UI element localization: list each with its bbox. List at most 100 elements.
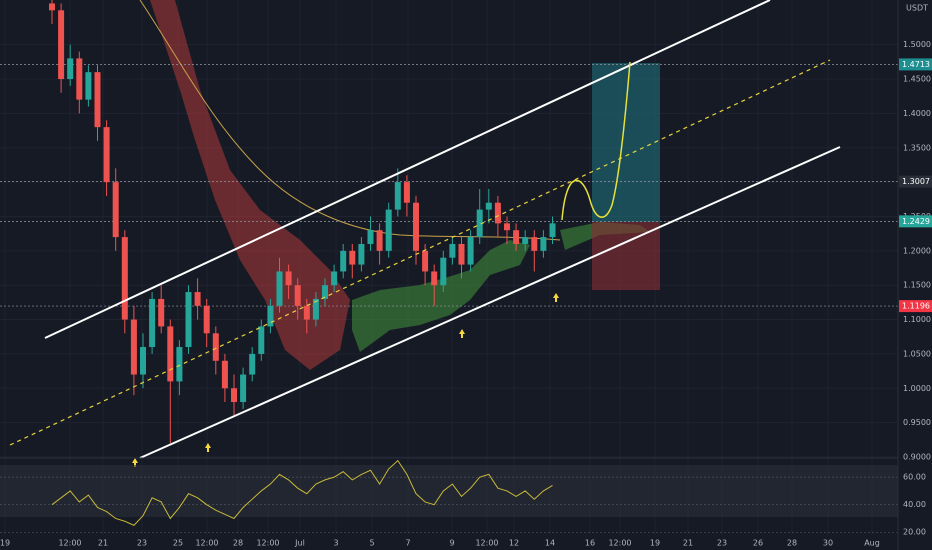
- candle-body: [149, 298, 156, 348]
- candle-body: [494, 202, 501, 224]
- x-tick-label: 19: [650, 539, 660, 548]
- x-tick-label: 21: [98, 539, 108, 548]
- x-tick-label: 9: [449, 539, 454, 548]
- x-tick-label: 28: [233, 539, 243, 548]
- candle-body: [49, 3, 55, 11]
- candle-body: [413, 202, 419, 251]
- arrow-up: [553, 293, 559, 302]
- cloud-bearish: [150, 0, 350, 370]
- projection-path: [561, 61, 631, 221]
- rsi-panel: [0, 459, 898, 533]
- x-tick-label: 12:00: [475, 539, 498, 548]
- candle-body: [522, 237, 529, 244]
- price-tag: [899, 215, 932, 228]
- x-tick-label: 21: [683, 539, 693, 548]
- rsi-tick-label: 20.00: [903, 528, 926, 537]
- arrow-up: [459, 329, 465, 338]
- candle-body: [431, 271, 438, 286]
- candle-body: [231, 388, 237, 403]
- y-tick-label: 1.4500: [903, 75, 931, 84]
- candle-body: [485, 202, 492, 210]
- candle-body: [322, 285, 328, 299]
- x-tick-label: 14: [545, 539, 555, 548]
- x-tick-label: 30: [823, 539, 833, 548]
- y-tick-label: 1.4000: [903, 109, 931, 118]
- candle-body: [376, 230, 383, 251]
- candles: [49, 0, 556, 444]
- candle-body: [449, 243, 456, 258]
- rsi-tick-label: 60.00: [903, 473, 926, 482]
- candle-body: [440, 257, 447, 286]
- x-tick-label: 12:00: [256, 539, 279, 548]
- channel-upper: [44, 0, 771, 339]
- candle-body: [504, 223, 510, 231]
- candle-body: [121, 237, 128, 320]
- candle-body: [58, 10, 65, 80]
- x-tick-label: 23: [137, 539, 147, 548]
- channel-middle: [9, 59, 831, 446]
- candle-body: [194, 292, 201, 306]
- x-tick-label: Jul: [294, 539, 305, 548]
- x-tick-label: 12: [509, 539, 519, 548]
- candle-body: [367, 230, 374, 244]
- x-tick-label: 26: [753, 539, 763, 548]
- y-tick-label: 1.5000: [903, 40, 931, 49]
- axis: 1.50001.45001.40001.35001.30001.25001.20…: [0, 40, 932, 548]
- x-tick-label: 25: [173, 539, 183, 548]
- x-tick-label: 19: [0, 539, 10, 548]
- y-tick-label: 1.0000: [903, 384, 931, 393]
- price-tag-label: 1.1196: [902, 302, 930, 311]
- candle-body: [112, 182, 119, 238]
- candle-body: [185, 292, 192, 348]
- candle-body: [340, 250, 347, 272]
- rsi-band: [0, 465, 898, 517]
- candle-body: [294, 285, 301, 306]
- x-tick-label: 23: [717, 539, 727, 548]
- candle-body: [176, 347, 183, 382]
- arrow-up: [132, 458, 138, 467]
- y-tick-label: 1.1000: [903, 315, 931, 324]
- candle-body: [358, 243, 365, 265]
- x-tick-label: 5: [369, 539, 374, 548]
- x-tick-label: 3: [333, 539, 338, 548]
- x-tick-label: 7: [405, 539, 410, 548]
- candle-body: [212, 333, 219, 361]
- moving-average: [139, 0, 561, 241]
- candle-body: [285, 271, 292, 286]
- x-tick-label: 12:00: [58, 539, 81, 548]
- cloud-bullish: [352, 240, 530, 352]
- candle-body: [221, 360, 228, 389]
- candle-body: [76, 58, 83, 100]
- y-tick-label: 1.0500: [903, 349, 931, 358]
- candle-body: [331, 271, 338, 286]
- candle-body: [140, 347, 146, 375]
- candle-body: [549, 223, 556, 238]
- candle-body: [303, 305, 310, 320]
- candle-body: [258, 326, 265, 354]
- price-tag-label: 1.2429: [902, 217, 930, 226]
- candle-body: [85, 72, 92, 100]
- candle-body: [203, 305, 210, 334]
- candle-body: [403, 182, 410, 203]
- price-tag-label: 1.3007: [902, 177, 930, 186]
- x-tick-label: 16: [585, 539, 595, 548]
- candle-body: [476, 209, 483, 238]
- candle-body: [394, 182, 401, 210]
- x-tick-label: 28: [787, 539, 797, 548]
- candle-body: [94, 72, 101, 128]
- y-tick-label: 1.2000: [903, 246, 931, 255]
- stop-zone: [592, 222, 660, 290]
- currency-label: USDT: [906, 4, 928, 13]
- y-tick-label: 1.1500: [903, 281, 931, 290]
- price-tag: [899, 175, 932, 188]
- candle-body: [158, 298, 165, 327]
- candle-body: [103, 127, 110, 183]
- candle-body: [167, 326, 174, 382]
- candle-body: [312, 298, 319, 320]
- candle-body: [267, 305, 274, 327]
- x-tick-label: 12:00: [608, 539, 631, 548]
- candle-body: [458, 243, 465, 265]
- target-zone: [592, 63, 660, 222]
- arrows: [132, 293, 559, 467]
